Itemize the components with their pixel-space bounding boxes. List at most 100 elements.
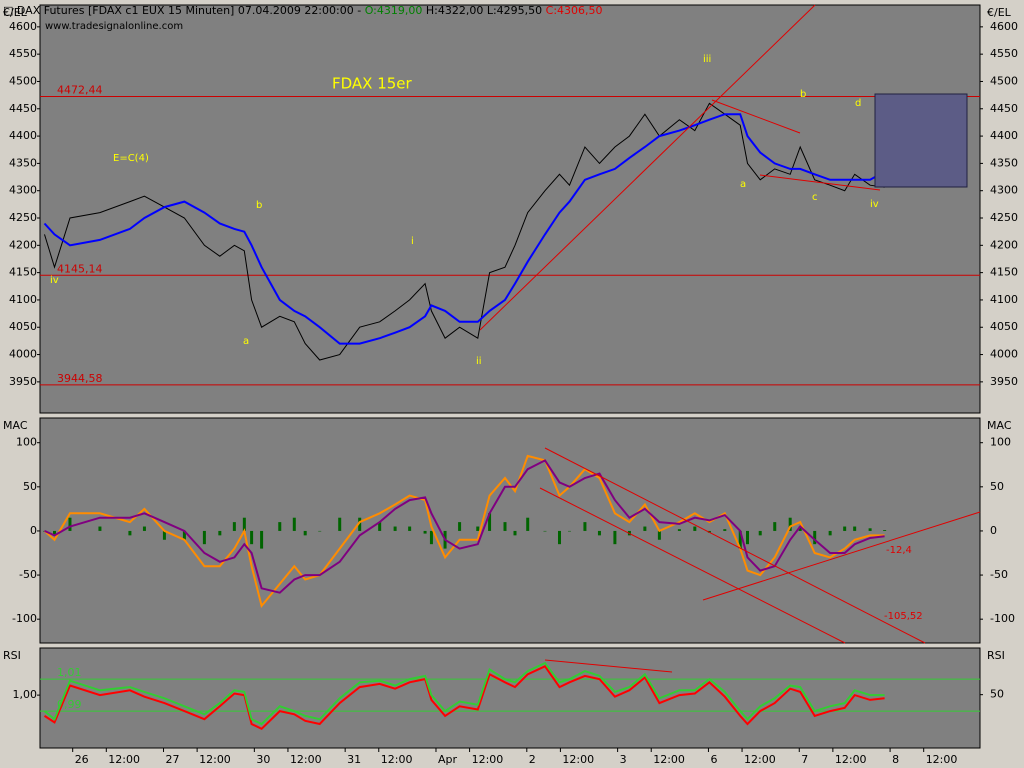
x-tick-label: 27 (166, 753, 180, 766)
histogram-bar (142, 526, 146, 531)
histogram-bar (526, 517, 530, 531)
histogram-bar (53, 530, 57, 536)
y-tick-label: 100 (16, 436, 37, 449)
annotation: -105,52 (884, 611, 923, 622)
histogram-bar (798, 526, 802, 531)
target-box (874, 93, 968, 188)
histogram-bar (278, 522, 282, 531)
histogram-bar (318, 530, 322, 532)
y-tick-label: 4400 (990, 129, 1018, 142)
histogram-bar (292, 517, 296, 531)
histogram-bar (232, 522, 236, 531)
header: □ DAX Futures [FDAX c1 EUX 15 Minuten] 0… (3, 4, 603, 17)
y-tick-label: 4050 (990, 320, 1018, 333)
y-tick-label: 4000 (990, 348, 1018, 361)
x-tick-label: 7 (801, 753, 808, 766)
y-tick-label: 4550 (990, 47, 1018, 60)
annotation: ii (476, 356, 482, 367)
histogram-bar (260, 530, 264, 549)
x-tick-label: 6 (710, 753, 717, 766)
series-line (43, 665, 885, 731)
histogram-bar (488, 513, 492, 531)
histogram-bar (202, 530, 206, 545)
y-tick-label: 4500 (990, 74, 1018, 87)
histogram-bar (693, 526, 697, 531)
source: www.tradesignalonline.com (45, 21, 183, 32)
x-tick-label: 30 (256, 753, 270, 766)
trend-line (702, 511, 981, 601)
histogram-bar (68, 517, 72, 531)
histogram-bar (378, 522, 382, 531)
histogram-bar (738, 530, 742, 549)
histogram-bar (773, 522, 777, 531)
y-tick-label: 4250 (990, 211, 1018, 224)
x-tick-label: 12:00 (108, 753, 140, 766)
series-line (43, 113, 886, 345)
y-tick-label: 4600 (9, 20, 37, 33)
histogram-bar (423, 530, 427, 534)
header-high: H:4322,00 (426, 4, 483, 17)
plot-area (39, 4, 981, 414)
y-tick-label: 4200 (9, 238, 37, 251)
trend-line (711, 99, 801, 134)
x-tick-label: 12:00 (653, 753, 685, 766)
x-tick-label: 12:00 (199, 753, 231, 766)
histogram-bar (843, 526, 847, 531)
x-tick-label: 8 (892, 753, 899, 766)
series-line (43, 661, 885, 726)
histogram-bar (543, 530, 547, 532)
histogram-bar (503, 522, 507, 531)
annotation: -12,4 (886, 545, 912, 556)
y-axis-title: MAC (987, 419, 1012, 432)
histogram-bar (883, 530, 887, 531)
y-tick-label: -50 (19, 568, 37, 581)
y-tick-label: 4100 (990, 293, 1018, 306)
y-tick-label: 100 (990, 436, 1011, 449)
annotation: c (812, 192, 818, 203)
x-tick-label: 2 (529, 753, 536, 766)
histogram-bar (758, 530, 762, 536)
trend-line (539, 487, 846, 644)
annotation: b (800, 89, 806, 100)
histogram-bar (128, 530, 132, 536)
trend-line (544, 659, 673, 673)
y-tick-label: 50 (990, 688, 1004, 701)
histogram-bar (657, 530, 661, 540)
histogram-bar (557, 530, 561, 545)
trend-line (544, 447, 926, 644)
histogram-bar (98, 526, 102, 531)
y-tick-label: 4350 (9, 156, 37, 169)
y-tick-label: 4300 (990, 184, 1018, 197)
annotation: a (243, 336, 249, 347)
annotation: i (411, 236, 414, 247)
y-tick-label: 3950 (9, 375, 37, 388)
histogram-bar (242, 517, 246, 531)
x-tick-label: 12:00 (744, 753, 776, 766)
level-label: 3944,58 (57, 372, 103, 385)
y-axis-title: MAC (3, 419, 28, 432)
histogram-bar (338, 517, 342, 531)
y-tick-label: 4450 (990, 102, 1018, 115)
x-tick-label: 3 (620, 753, 627, 766)
header-title: DAX Futures [FDAX c1 EUX 15 Minuten] 07.… (17, 4, 361, 17)
histogram-bar (218, 530, 222, 536)
histogram-bar (723, 529, 727, 531)
y-tick-label: 1,00 (13, 688, 38, 701)
histogram-bar (250, 530, 254, 545)
y-axis-title: RSI (3, 649, 21, 662)
histogram-bar (429, 530, 433, 545)
annotation: iii (703, 54, 711, 65)
panel: MAC MAC -100 -100 -50 -50 0 0 50 50 100 100 -12,4 -10… (3, 417, 1015, 644)
histogram-bar (182, 530, 186, 540)
histogram-bar (677, 529, 681, 531)
histogram-bar (162, 530, 166, 540)
y-tick-label: -100 (990, 612, 1015, 625)
y-tick-label: 50 (23, 480, 37, 493)
histogram-bar (613, 530, 617, 545)
trend-line (759, 174, 881, 191)
histogram-bar (583, 522, 587, 531)
y-tick-label: 4300 (9, 184, 37, 197)
y-tick-label: 4500 (9, 74, 37, 87)
histogram-bar (408, 526, 412, 531)
y-tick-label: 0 (30, 524, 37, 537)
